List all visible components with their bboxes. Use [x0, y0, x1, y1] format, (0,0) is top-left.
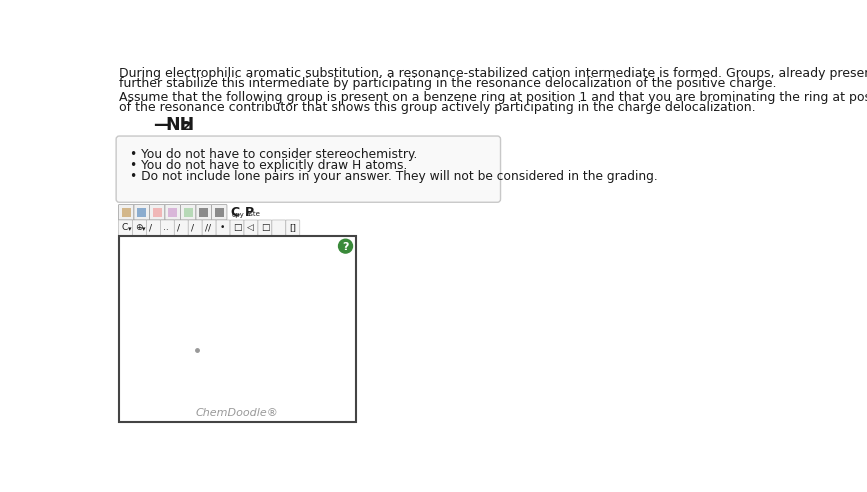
- Text: ..: ..: [163, 223, 169, 232]
- Text: ⊕: ⊕: [135, 223, 143, 232]
- Bar: [214, 208, 224, 217]
- Text: • You do not have to explicitly draw H atoms.: • You do not have to explicitly draw H a…: [130, 159, 407, 172]
- FancyBboxPatch shape: [147, 220, 160, 235]
- Text: ▾: ▾: [127, 226, 131, 232]
- FancyBboxPatch shape: [180, 205, 196, 220]
- FancyBboxPatch shape: [244, 220, 258, 235]
- Text: □: □: [261, 223, 270, 232]
- FancyBboxPatch shape: [230, 220, 244, 235]
- Bar: [184, 208, 192, 217]
- Text: During electrophilic aromatic substitution, a resonance-stabilized cation interm: During electrophilic aromatic substituti…: [120, 67, 867, 80]
- Text: /: /: [149, 223, 153, 232]
- Bar: [168, 208, 178, 217]
- FancyBboxPatch shape: [119, 220, 133, 235]
- Text: • Do not include lone pairs in your answer. They will not be considered in the g: • Do not include lone pairs in your answ…: [130, 170, 658, 183]
- Bar: [153, 208, 162, 217]
- FancyBboxPatch shape: [149, 205, 165, 220]
- FancyBboxPatch shape: [216, 220, 230, 235]
- Text: ◁: ◁: [247, 223, 254, 232]
- FancyBboxPatch shape: [174, 220, 188, 235]
- Bar: [199, 208, 208, 217]
- Text: C: C: [121, 223, 127, 232]
- Text: 2: 2: [182, 120, 191, 133]
- Text: ChemDoodle®: ChemDoodle®: [196, 408, 279, 418]
- Text: P: P: [244, 206, 254, 219]
- FancyBboxPatch shape: [196, 205, 212, 220]
- Text: —: —: [153, 116, 171, 134]
- Bar: [121, 208, 131, 217]
- Text: further stabilize this intermediate by participating in the resonance delocaliza: further stabilize this intermediate by p…: [120, 77, 777, 90]
- FancyBboxPatch shape: [212, 205, 227, 220]
- Text: of the resonance contributor that shows this group actively participating in the: of the resonance contributor that shows …: [120, 101, 756, 115]
- FancyBboxPatch shape: [116, 136, 500, 202]
- FancyBboxPatch shape: [119, 205, 134, 220]
- Circle shape: [338, 239, 353, 253]
- FancyBboxPatch shape: [272, 220, 286, 235]
- Text: Assume that the following group is present on a benzene ring at position 1 and t: Assume that the following group is prese…: [120, 92, 867, 104]
- Text: /: /: [192, 223, 194, 232]
- FancyBboxPatch shape: [165, 205, 180, 220]
- FancyBboxPatch shape: [286, 220, 300, 235]
- Text: •: •: [219, 223, 225, 232]
- FancyBboxPatch shape: [133, 220, 147, 235]
- Text: • You do not have to consider stereochemistry.: • You do not have to consider stereochem…: [130, 149, 417, 161]
- Text: []: []: [289, 223, 296, 232]
- FancyBboxPatch shape: [134, 205, 149, 220]
- Bar: [137, 208, 147, 217]
- Text: aste: aste: [245, 212, 260, 217]
- FancyBboxPatch shape: [202, 220, 216, 235]
- FancyBboxPatch shape: [188, 220, 202, 235]
- Text: C: C: [231, 206, 240, 219]
- Text: ▾: ▾: [141, 226, 145, 232]
- Text: □: □: [233, 223, 242, 232]
- Text: opy: opy: [231, 212, 244, 217]
- FancyBboxPatch shape: [160, 220, 174, 235]
- Bar: [120, 236, 355, 423]
- FancyBboxPatch shape: [258, 220, 272, 235]
- Text: NH: NH: [166, 116, 195, 134]
- Text: //: //: [205, 223, 212, 232]
- Text: /: /: [178, 223, 180, 232]
- Text: ?: ?: [342, 242, 349, 251]
